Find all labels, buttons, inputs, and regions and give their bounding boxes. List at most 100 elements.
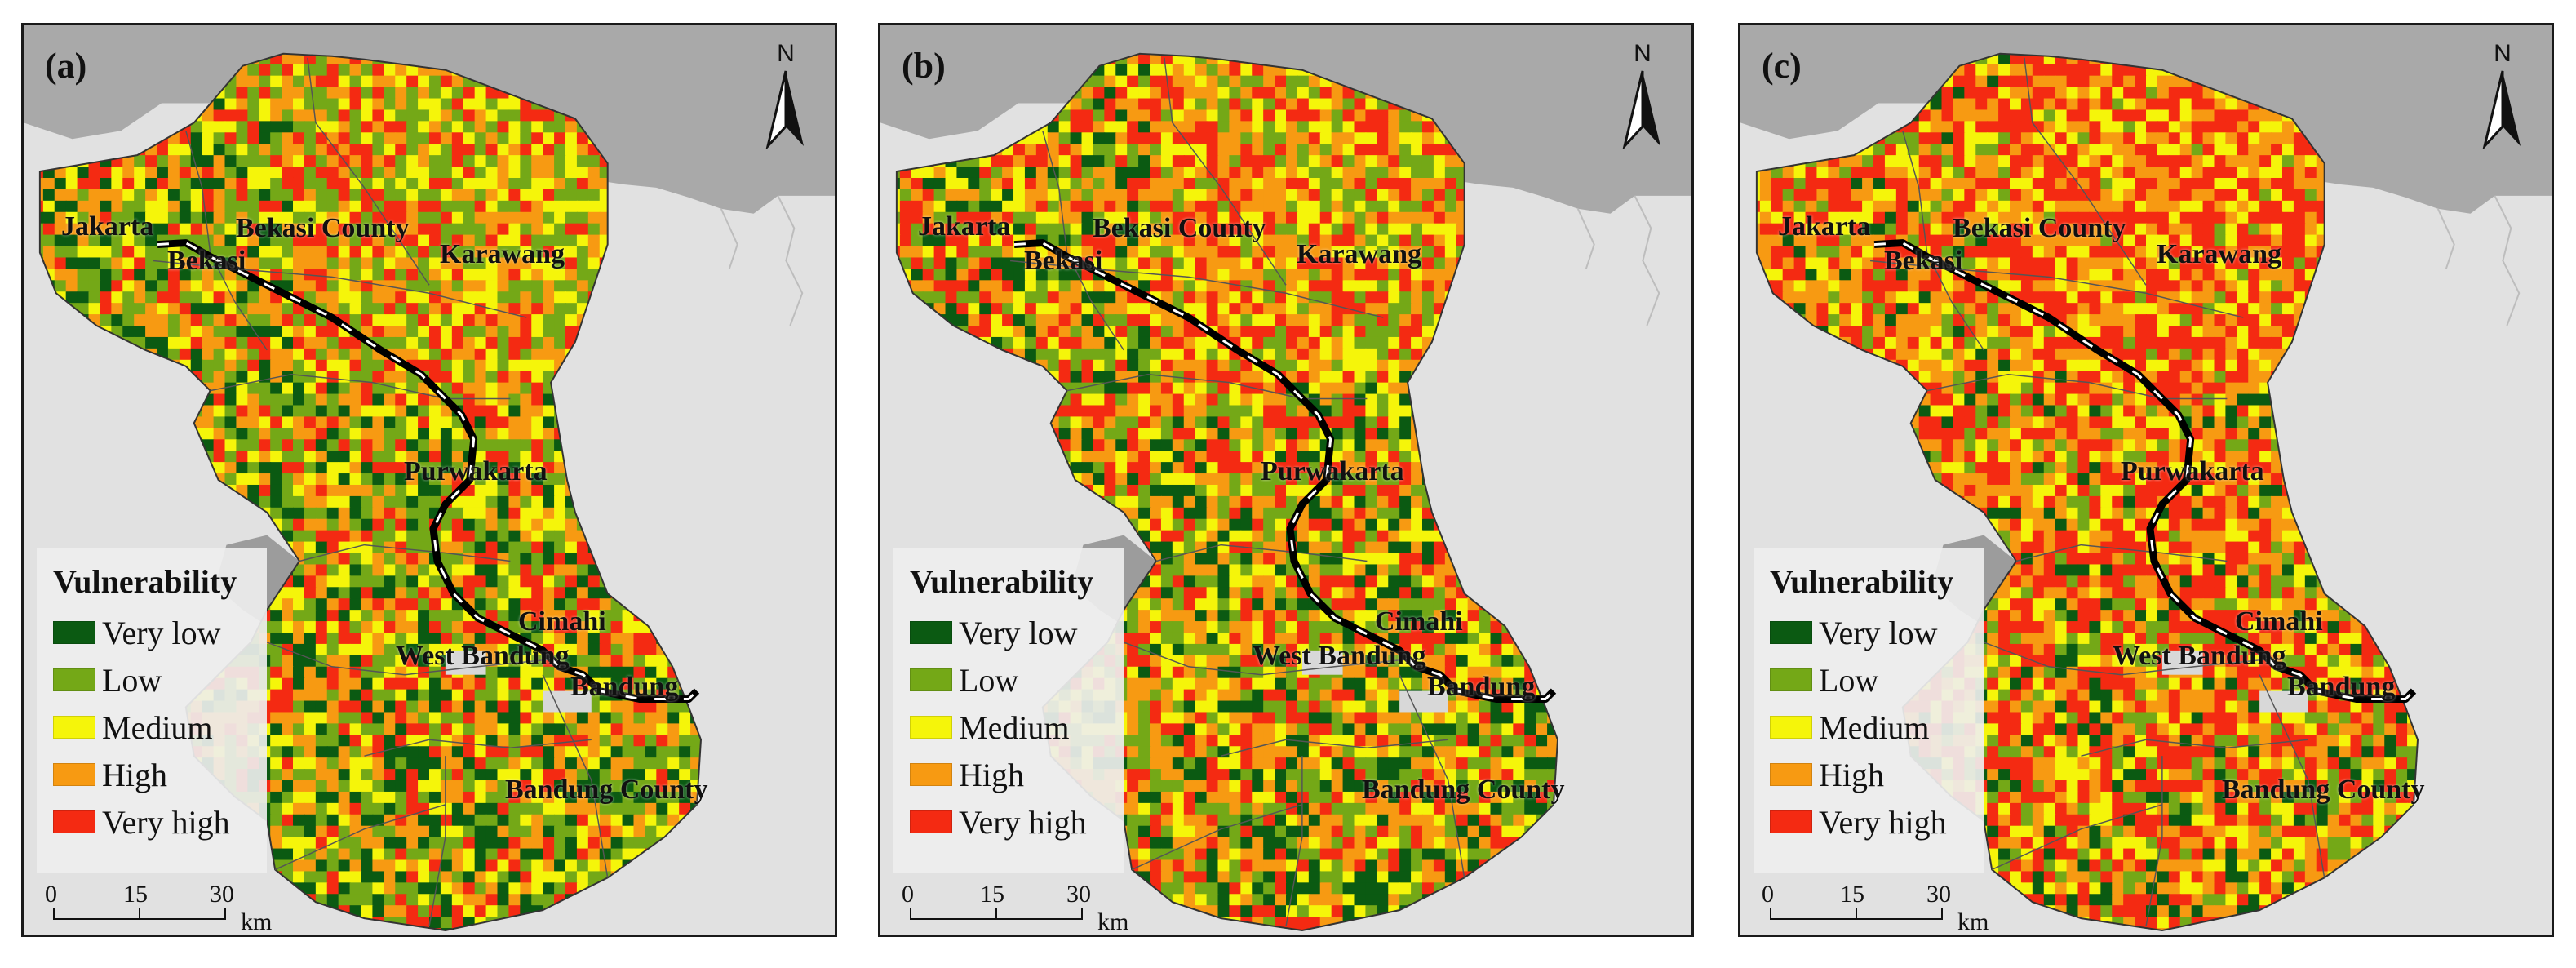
raster-cell (463, 632, 476, 645)
raster-cell (304, 757, 317, 770)
raster-cell (508, 382, 521, 395)
raster-cell (270, 98, 283, 111)
raster-cell (349, 405, 362, 418)
legend-item: Very high (53, 798, 267, 846)
raster-cell (293, 507, 305, 520)
place-label-purwakarta: Purwakarta (404, 456, 548, 486)
raster-cell (576, 167, 589, 179)
raster-cell (395, 280, 408, 293)
raster-cell (293, 677, 305, 690)
raster-cell (372, 314, 385, 327)
raster-cell (440, 257, 453, 270)
raster-cell (485, 314, 499, 327)
raster-cell (440, 177, 453, 190)
raster-cell (520, 234, 533, 247)
raster-cell (361, 269, 374, 282)
raster-cell (361, 303, 374, 316)
raster-cell (338, 98, 351, 111)
raster-cell (338, 587, 351, 600)
raster-cell (497, 405, 510, 418)
raster-cell (65, 291, 78, 304)
raster-cell (429, 451, 441, 464)
raster-cell (167, 246, 180, 259)
raster-cell (349, 825, 362, 838)
raster-cell (440, 837, 453, 850)
legend-swatch (53, 810, 95, 833)
raster-cell (418, 167, 430, 179)
raster-cell (361, 814, 374, 827)
raster-cell (326, 223, 339, 236)
raster-cell (418, 894, 430, 907)
raster-cell (293, 814, 305, 827)
raster-cell (520, 473, 533, 486)
raster-cell (338, 336, 351, 349)
north-arrow-icon (765, 70, 804, 151)
raster-cell (440, 382, 453, 395)
raster-cell (543, 348, 556, 361)
raster-cell (406, 98, 419, 111)
raster-cell (100, 223, 113, 236)
raster-cell (587, 211, 601, 224)
raster-cell (599, 610, 612, 623)
raster-cell (1206, 64, 1219, 77)
raster-cell (543, 405, 556, 418)
raster-cell (361, 98, 374, 111)
raster-cell (338, 541, 351, 554)
raster-cell (554, 484, 566, 497)
legend-label: Very high (102, 803, 230, 841)
raster-cell (543, 269, 556, 282)
raster-cell (531, 746, 544, 759)
raster-cell (406, 167, 419, 179)
raster-cell (293, 223, 305, 236)
raster-cell (236, 234, 249, 247)
raster-cell (338, 167, 351, 179)
raster-cell (213, 428, 226, 441)
raster-cell (406, 155, 419, 168)
raster-cell (451, 98, 464, 111)
raster-cell (474, 484, 487, 497)
raster-cell (395, 155, 408, 168)
raster-cell (134, 223, 147, 236)
raster-cell (270, 700, 283, 713)
raster-cell (54, 200, 67, 213)
raster-cell (656, 814, 669, 827)
raster-cell (1138, 64, 1151, 77)
raster-cell (406, 507, 419, 520)
raster-cell (326, 712, 339, 725)
raster-cell (543, 109, 556, 122)
raster-cell (576, 234, 589, 247)
raster-cell (338, 677, 351, 690)
raster-cell (520, 666, 533, 679)
raster-cell (326, 553, 339, 566)
raster-cell (485, 439, 499, 452)
raster-cell (610, 723, 623, 736)
raster-cell (338, 791, 351, 804)
raster-cell (282, 200, 295, 213)
raster-cell (326, 825, 339, 838)
raster-cell (361, 473, 374, 486)
raster-cell (645, 655, 658, 668)
raster-cell (440, 223, 453, 236)
raster-cell (554, 871, 566, 884)
raster-cell (599, 621, 612, 633)
raster-cell (315, 871, 328, 884)
raster-cell (179, 348, 192, 361)
raster-cell (282, 700, 295, 713)
raster-cell (520, 825, 533, 838)
raster-cell (395, 257, 408, 270)
raster-cell (190, 303, 203, 316)
raster-cell (497, 416, 510, 429)
raster-cell (282, 348, 295, 361)
raster-cell (531, 780, 544, 793)
raster-cell (259, 155, 272, 168)
raster-cell (349, 336, 362, 349)
raster-cell (474, 541, 487, 554)
raster-cell (304, 677, 317, 690)
raster-cell (326, 689, 339, 702)
raster-cell (508, 518, 521, 531)
raster-cell (451, 541, 464, 554)
raster-cell (451, 871, 464, 884)
raster-cell (293, 439, 305, 452)
raster-cell (645, 802, 658, 815)
raster-cell (520, 769, 533, 782)
